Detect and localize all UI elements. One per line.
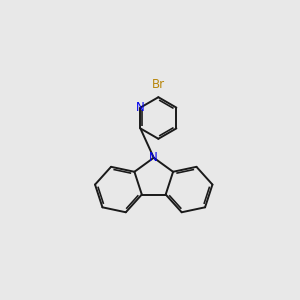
Text: Br: Br — [152, 78, 165, 91]
Text: N: N — [149, 151, 158, 164]
Text: N: N — [136, 101, 145, 114]
